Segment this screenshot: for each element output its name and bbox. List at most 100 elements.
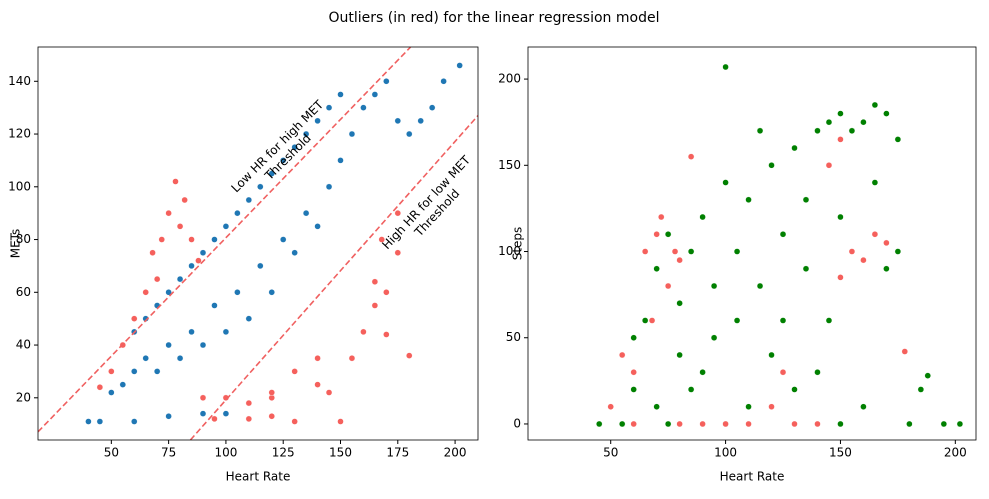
point xyxy=(222,410,230,417)
point xyxy=(630,420,637,428)
point xyxy=(687,153,695,160)
point xyxy=(211,415,218,423)
point xyxy=(291,144,298,151)
point xyxy=(768,403,775,410)
point xyxy=(245,196,253,204)
x-tick-label: 50 xyxy=(104,446,119,460)
point xyxy=(348,355,356,362)
point xyxy=(165,413,172,420)
point xyxy=(779,369,787,376)
point xyxy=(314,223,321,230)
point xyxy=(641,317,649,324)
point xyxy=(894,248,902,255)
point xyxy=(917,386,925,393)
point xyxy=(883,110,890,117)
point xyxy=(325,104,333,111)
point xyxy=(131,368,138,375)
point xyxy=(676,420,683,428)
point xyxy=(348,130,356,138)
point xyxy=(108,389,115,396)
point xyxy=(837,110,844,117)
point xyxy=(825,118,833,126)
point xyxy=(176,355,184,362)
point xyxy=(699,369,706,376)
point xyxy=(440,78,447,85)
point xyxy=(699,213,706,221)
point xyxy=(153,368,161,375)
point xyxy=(802,265,810,272)
point xyxy=(791,386,798,393)
point xyxy=(314,117,321,125)
point xyxy=(940,420,948,428)
point xyxy=(188,236,195,243)
point xyxy=(687,248,695,255)
point xyxy=(314,381,321,388)
point xyxy=(641,248,649,255)
point xyxy=(745,420,752,428)
point xyxy=(779,231,787,238)
point xyxy=(456,62,463,69)
y-tick-label: 60 xyxy=(16,285,31,299)
point xyxy=(158,236,165,243)
point xyxy=(825,317,833,324)
x-tick-label: 200 xyxy=(944,446,967,460)
point xyxy=(394,249,401,256)
point xyxy=(956,420,964,428)
x-tick-label: 150 xyxy=(329,446,352,460)
point xyxy=(756,282,764,290)
point xyxy=(165,341,172,349)
point xyxy=(302,130,310,138)
point xyxy=(245,415,253,423)
plot-area xyxy=(38,47,478,440)
point xyxy=(733,248,741,255)
point xyxy=(176,275,184,283)
point xyxy=(142,355,149,362)
point xyxy=(871,101,879,109)
x-tick-label: 200 xyxy=(444,446,467,460)
point xyxy=(222,328,230,336)
point xyxy=(153,275,161,283)
point xyxy=(199,249,207,256)
point xyxy=(653,403,660,410)
point xyxy=(653,231,660,238)
point xyxy=(378,236,385,243)
point xyxy=(687,386,695,393)
point xyxy=(699,420,706,428)
point xyxy=(814,369,821,376)
point xyxy=(733,317,741,324)
point xyxy=(291,249,298,256)
y-axis-label: METs xyxy=(9,229,23,259)
point xyxy=(96,384,104,391)
point xyxy=(268,413,275,420)
point xyxy=(802,196,810,203)
axes-frame xyxy=(37,46,479,441)
annotation-text: High HR for low MET xyxy=(379,153,473,253)
point xyxy=(268,289,275,296)
point xyxy=(383,331,390,338)
point xyxy=(337,157,344,164)
point xyxy=(181,196,188,204)
point xyxy=(188,328,195,336)
point xyxy=(360,104,367,111)
y-tick-label: 100 xyxy=(8,179,31,193)
point xyxy=(871,231,879,238)
point xyxy=(245,315,253,322)
x-axis-label: Heart Rate xyxy=(226,470,291,484)
point xyxy=(291,418,298,425)
point xyxy=(291,368,298,375)
point xyxy=(371,91,379,98)
threshold-line xyxy=(189,115,478,440)
point xyxy=(211,236,218,243)
x-axis-label: Heart Rate xyxy=(720,470,785,484)
y-tick-label: 20 xyxy=(16,390,31,404)
point xyxy=(234,289,241,296)
point xyxy=(722,179,729,186)
y-tick-label: 40 xyxy=(16,338,31,352)
y-tick-label: 200 xyxy=(498,72,521,86)
y-tick-label: 140 xyxy=(8,74,31,88)
point xyxy=(176,223,184,230)
point xyxy=(245,399,253,407)
point xyxy=(848,127,856,135)
point xyxy=(325,389,333,396)
